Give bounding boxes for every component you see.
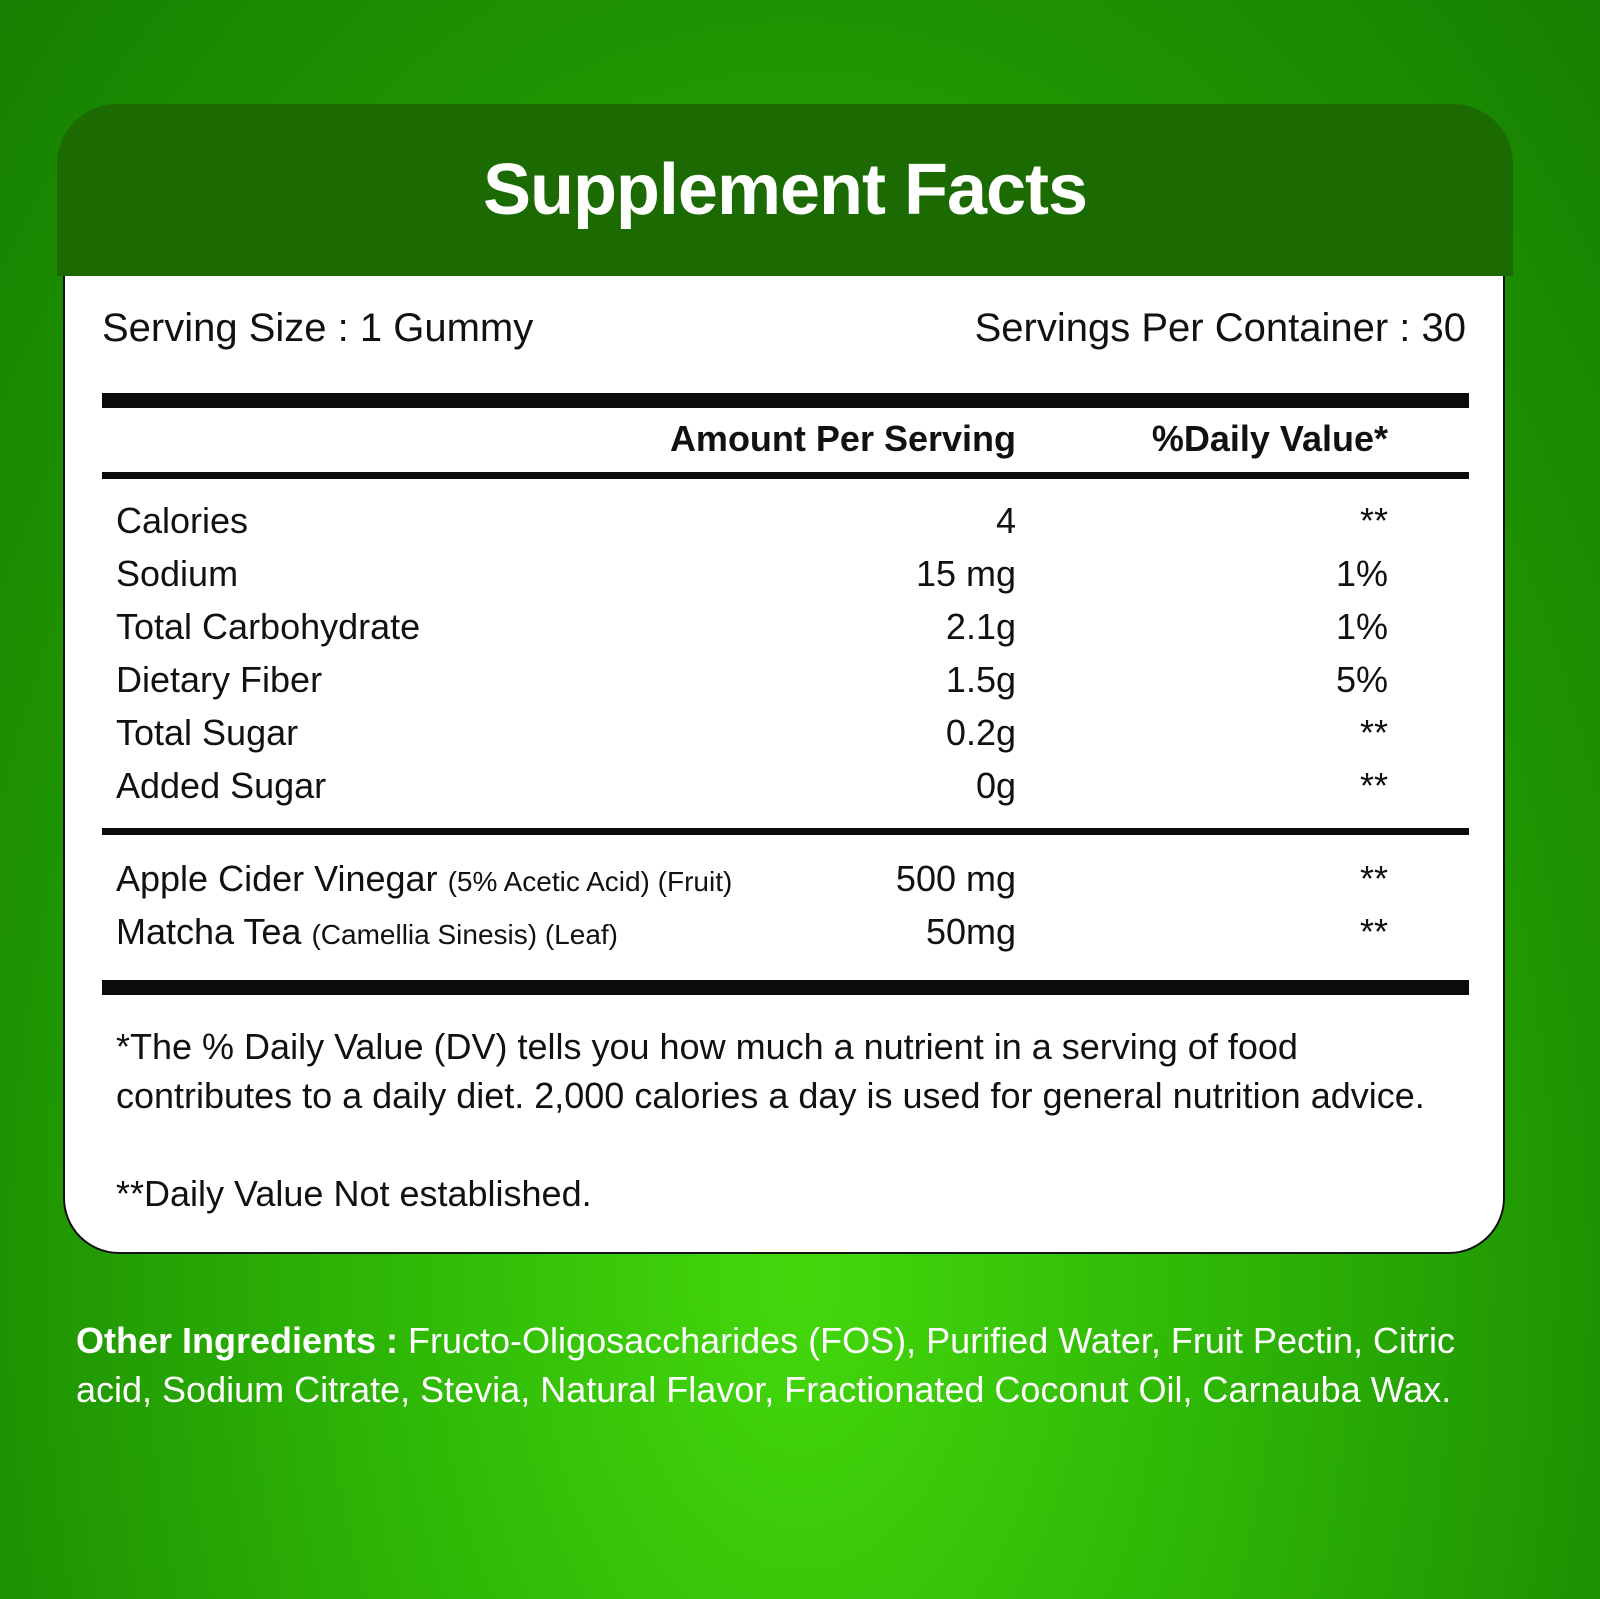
supplement-facts-panel: Supplement Facts Serving Size : 1 Gummy … — [57, 104, 1513, 1256]
other-ingredients-label: Other Ingredients : — [76, 1320, 399, 1361]
divider-thick — [102, 393, 1469, 408]
nutrient-amount: 2.1g — [945, 606, 1016, 647]
ingredient-name: Apple Cider Vinegar — [116, 858, 438, 899]
dv-header: %Daily Value* — [1151, 418, 1388, 459]
ingredient-name: Matcha Tea — [116, 911, 302, 952]
amount-header: Amount Per Serving — [669, 418, 1016, 459]
nutrient-name: Calories — [116, 500, 249, 541]
panel-title: Supplement Facts — [482, 150, 1088, 230]
nutrient-amount: 15 mg — [915, 553, 1016, 594]
panel-body: Serving Size : 1 Gummy Servings Per Cont… — [63, 276, 1505, 1254]
nutrient-dv: 5% — [1335, 659, 1388, 700]
ingredient-amount: 500 mg — [895, 858, 1016, 899]
nutrient-amount: 0.2g — [945, 712, 1016, 753]
ingredient-row: Apple Cider Vinegar (5% Acetic Acid) (Fr… — [116, 858, 732, 900]
panel-header: Supplement Facts — [57, 104, 1513, 276]
servings-per-container: Servings Per Container : 30 — [974, 306, 1466, 350]
other-ingredients-text: Fructo-Oligosaccharides (FOS), Purified … — [76, 1320, 1455, 1410]
footnote-dv: *The % Daily Value (DV) tells you how mu… — [116, 1026, 1425, 1116]
nutrient-amount: 4 — [995, 500, 1016, 541]
nutrient-dv: 1% — [1335, 553, 1388, 594]
ingredient-amount: 50mg — [925, 911, 1016, 952]
ingredient-dv: ** — [1359, 858, 1388, 899]
nutrient-name: Added Sugar — [116, 765, 327, 806]
nutrient-dv: 1% — [1335, 606, 1388, 647]
nutrient-name: Sodium — [116, 553, 239, 594]
nutrient-amount: 1.5g — [945, 659, 1016, 700]
footnote-not-established: **Daily Value Not established. — [116, 1173, 592, 1214]
ingredient-dv: ** — [1359, 911, 1388, 952]
divider — [102, 472, 1469, 479]
nutrient-name: Total Carbohydrate — [116, 606, 421, 647]
nutrient-name: Total Sugar — [116, 712, 299, 753]
serving-size: Serving Size : 1 Gummy — [102, 306, 534, 350]
nutrient-dv: ** — [1359, 765, 1388, 806]
other-ingredients: Other Ingredients : Fructo-Oligosacchari… — [76, 1316, 1536, 1414]
divider — [102, 828, 1469, 835]
ingredient-detail: (Camellia Sinesis) (Leaf) — [311, 919, 619, 950]
divider-thick — [102, 980, 1469, 995]
ingredient-row: Matcha Tea (Camellia Sinesis) (Leaf) — [116, 911, 618, 953]
nutrient-name: Dietary Fiber — [116, 659, 323, 700]
ingredient-detail: (5% Acetic Acid) (Fruit) — [447, 866, 733, 897]
nutrient-amount: 0g — [975, 765, 1016, 806]
nutrient-dv: ** — [1359, 712, 1388, 753]
nutrient-dv: ** — [1359, 500, 1388, 541]
